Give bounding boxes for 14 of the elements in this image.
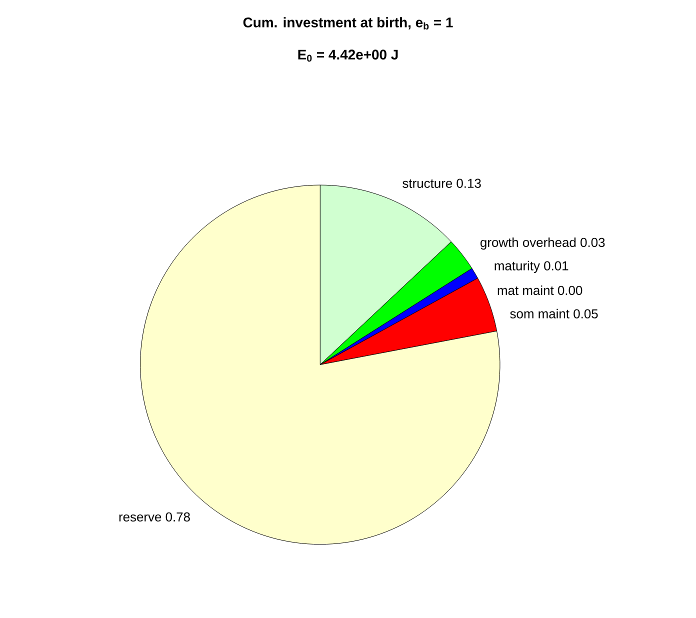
data-label: 0.78 [166, 512, 190, 522]
slice-label: reserve [119, 514, 162, 522]
data-label: 0.01 [544, 261, 568, 270]
text: 0.00 [558, 286, 582, 296]
slice-label: som maint [510, 308, 570, 318]
data-label: 0.05 [574, 309, 598, 318]
chart-subtitle: E$_{0}$ = 4.42e+00 J [298, 50, 398, 62]
slice-label: maturity [494, 260, 540, 273]
slice-label: growth overhead [480, 238, 576, 250]
slice-label: structure [402, 179, 452, 188]
data-label: 0.03 [580, 238, 605, 248]
category-label: mat maint [498, 286, 554, 296]
data-label: 0.13 [456, 178, 481, 188]
chart-title: Cum. investment at birth, e$_{b}$ = 1 [243, 17, 453, 30]
